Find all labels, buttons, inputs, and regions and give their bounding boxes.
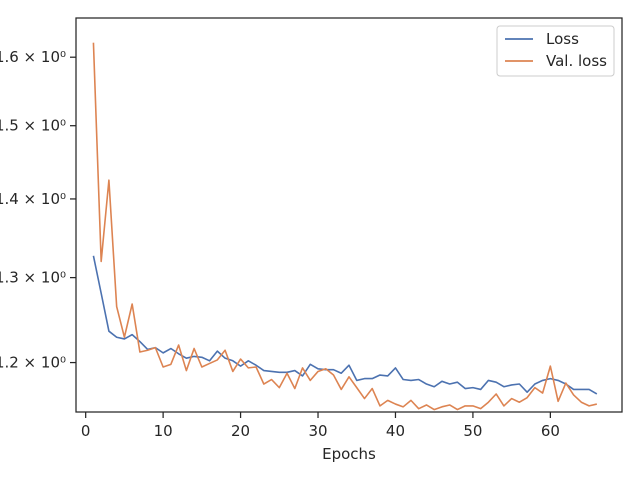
y-tick-label: 1.4 × 10⁰ — [0, 190, 66, 208]
plot-frame — [75, 17, 623, 413]
series-layer — [92, 42, 598, 411]
y-axis-ticks: 1.2 × 10⁰ 1.3 × 10⁰ 1.4 × 10⁰ 1.5 × 10⁰ 1.6 … — [0, 48, 76, 372]
x-axis-ticks: 0 10 20 30 40 50 60 — [81, 412, 560, 440]
legend-label: Loss — [546, 30, 579, 48]
x-axis-label: Epochs — [322, 445, 376, 463]
legend: Loss Val. loss — [496, 25, 615, 77]
y-tick-label: 1.2 × 10⁰ — [0, 354, 66, 372]
x-tick-label: 0 — [81, 422, 91, 440]
x-tick-label: 30 — [308, 422, 327, 440]
legend-label: Val. loss — [546, 52, 607, 70]
series-line-val-loss — [92, 42, 598, 411]
x-tick-label: 10 — [154, 422, 173, 440]
x-tick-label: 20 — [231, 422, 250, 440]
x-tick-label: 40 — [386, 422, 405, 440]
x-tick-label: 50 — [463, 422, 482, 440]
y-tick-label: 1.6 × 10⁰ — [0, 48, 66, 66]
x-tick-label: 60 — [541, 422, 560, 440]
y-tick-label: 1.5 × 10⁰ — [0, 117, 66, 135]
y-tick-label: 1.3 × 10⁰ — [0, 269, 66, 287]
series-line-loss — [92, 255, 598, 395]
